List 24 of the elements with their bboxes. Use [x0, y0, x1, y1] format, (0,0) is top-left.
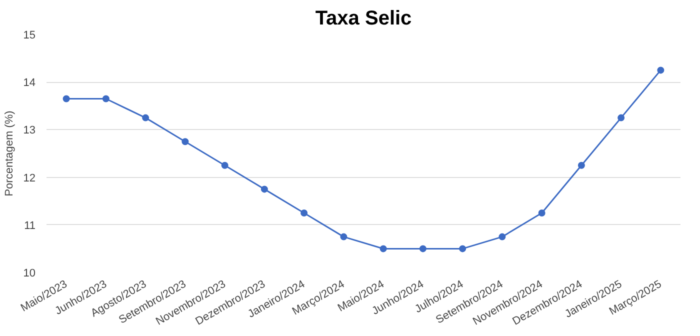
y-tick-label: 14 [23, 77, 36, 90]
chart-title: Taxa Selic [315, 8, 412, 30]
y-tick-label: 13 [23, 124, 36, 137]
point [182, 138, 189, 146]
point [102, 95, 110, 102]
point [657, 66, 664, 74]
y-tick-label: 10 [23, 268, 36, 280]
y-tick-label: 15 [23, 30, 36, 42]
point [260, 186, 268, 193]
y-tick-label: 12 [23, 172, 36, 184]
point [221, 162, 228, 169]
point [419, 245, 426, 252]
point [62, 95, 70, 102]
point [538, 210, 546, 216]
point [340, 233, 348, 240]
point [618, 114, 625, 122]
point [300, 210, 308, 216]
point [578, 162, 585, 169]
point [498, 233, 506, 240]
point [459, 245, 466, 252]
y-tick-label: 11 [24, 220, 36, 232]
point [142, 114, 150, 122]
point [380, 245, 387, 252]
y-axis-title: Porcentagem (%) [3, 110, 16, 196]
